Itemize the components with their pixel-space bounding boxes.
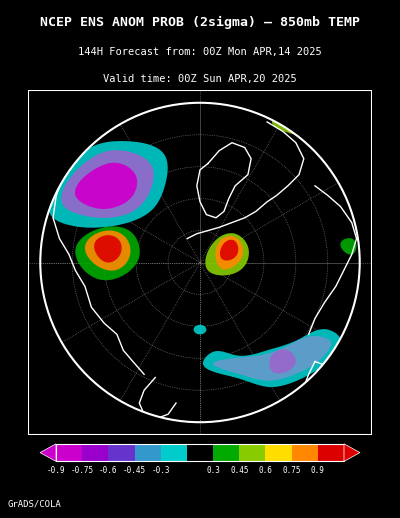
Polygon shape: [269, 349, 296, 373]
Text: -0.75: -0.75: [71, 466, 94, 475]
Bar: [318, 444, 344, 462]
Bar: [292, 444, 318, 462]
Bar: [56, 444, 82, 462]
Bar: [239, 444, 266, 462]
Polygon shape: [194, 325, 206, 335]
Bar: [213, 444, 239, 462]
Polygon shape: [215, 236, 243, 269]
Text: NCEP ENS ANOM PROB (2sigma) – 850mb TEMP: NCEP ENS ANOM PROB (2sigma) – 850mb TEMP: [40, 16, 360, 29]
Bar: [134, 444, 161, 462]
Polygon shape: [75, 163, 137, 209]
Text: -0.9: -0.9: [47, 466, 65, 475]
Text: 0.3: 0.3: [206, 466, 220, 475]
Bar: [56, 444, 344, 462]
Bar: [161, 444, 187, 462]
Polygon shape: [272, 110, 340, 143]
Polygon shape: [40, 444, 56, 462]
Text: -0.45: -0.45: [123, 466, 146, 475]
Polygon shape: [213, 336, 331, 381]
Polygon shape: [220, 240, 238, 261]
Polygon shape: [75, 226, 140, 280]
Text: 0.75: 0.75: [282, 466, 301, 475]
Polygon shape: [205, 233, 249, 276]
Text: -0.6: -0.6: [99, 466, 118, 475]
Bar: [82, 444, 108, 462]
Text: Valid time: 00Z Sun APR,20 2025: Valid time: 00Z Sun APR,20 2025: [103, 74, 297, 84]
Text: 0.9: 0.9: [311, 466, 325, 475]
Polygon shape: [61, 150, 154, 218]
Polygon shape: [340, 238, 356, 255]
Polygon shape: [48, 141, 168, 228]
Text: GrADS/COLA: GrADS/COLA: [8, 499, 62, 509]
Polygon shape: [292, 116, 325, 135]
Bar: [187, 444, 213, 462]
Bar: [266, 444, 292, 462]
Polygon shape: [283, 114, 331, 138]
Text: -0.3: -0.3: [152, 466, 170, 475]
Polygon shape: [94, 235, 122, 263]
Text: 144H Forecast from: 00Z Mon APR,14 2025: 144H Forecast from: 00Z Mon APR,14 2025: [78, 47, 322, 57]
Polygon shape: [85, 231, 130, 270]
Text: 0.45: 0.45: [230, 466, 248, 475]
Bar: [108, 444, 134, 462]
Polygon shape: [344, 444, 360, 462]
Text: 0.6: 0.6: [258, 466, 272, 475]
Polygon shape: [203, 329, 341, 387]
